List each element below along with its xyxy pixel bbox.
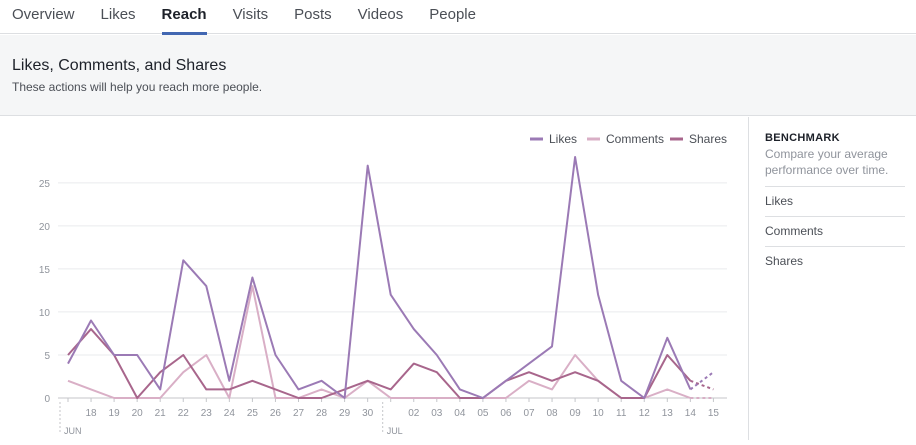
- x-tick-label: 08: [546, 408, 558, 419]
- month-label: JUL: [387, 426, 403, 436]
- legend-label-likes: Likes: [549, 132, 577, 146]
- x-tick-label: 22: [178, 408, 190, 419]
- x-tick-label: 11: [616, 408, 627, 419]
- tab-videos[interactable]: Videos: [357, 6, 404, 23]
- x-tick-label: 23: [201, 408, 213, 419]
- section-title: Likes, Comments, and Shares: [12, 57, 227, 74]
- x-tick-label: 30: [362, 408, 374, 419]
- y-tick-label: 20: [39, 222, 51, 233]
- y-tick-label: 25: [39, 179, 51, 190]
- legend-label-shares: Shares: [689, 132, 727, 146]
- tab-bar: Overview Likes Reach Visits Posts Videos Peopl…: [0, 0, 916, 35]
- x-tick-label: 24: [224, 408, 236, 419]
- x-tick-label: 06: [500, 408, 512, 419]
- x-tick-label: 28: [316, 408, 328, 419]
- month-label: JUN: [64, 426, 82, 436]
- tab-visits[interactable]: Visits: [232, 6, 269, 23]
- benchmark-panel: BENCHMARK Compare your average performan…: [748, 117, 916, 440]
- x-tick-label: 10: [593, 408, 605, 419]
- y-tick-label: 15: [39, 265, 51, 276]
- x-tick-label: 19: [109, 408, 121, 419]
- x-tick-label: 18: [85, 408, 97, 419]
- x-tick-label: 07: [523, 408, 535, 419]
- tab-likes[interactable]: Likes: [100, 6, 136, 23]
- x-tick-label: 04: [454, 408, 466, 419]
- section-subtitle: These actions will help you reach more p…: [12, 80, 263, 94]
- x-tick-label: 09: [570, 408, 582, 419]
- x-tick-label: 26: [270, 408, 282, 419]
- chart-container: 0 5 10 15 20 25 18 19 20 21 22 23 24 25 26 27 28 29 30 02 03…: [0, 117, 748, 440]
- tab-overview[interactable]: Overview: [12, 6, 75, 23]
- x-tick-label: 20: [132, 408, 144, 419]
- x-tick-label: 13: [662, 408, 674, 419]
- x-tick-label: 21: [155, 408, 167, 419]
- benchmark-title: BENCHMARK: [765, 132, 840, 144]
- benchmark-description: Compare your average performance over ti…: [765, 146, 905, 187]
- series-line-shares: [67, 328, 692, 399]
- series-line-comments: [67, 285, 691, 399]
- x-tick-label: 15: [708, 408, 720, 419]
- x-tick-label: 03: [431, 408, 443, 419]
- benchmark-item-shares[interactable]: Shares: [765, 254, 804, 268]
- x-tick-label: 14: [685, 408, 697, 419]
- series-line-likes: [67, 156, 692, 399]
- legend-label-comments: Comments: [606, 132, 664, 146]
- x-tick-label: 02: [408, 408, 420, 419]
- tab-posts[interactable]: Posts: [294, 6, 332, 23]
- x-tick-label: 27: [293, 408, 305, 419]
- y-tick-label: 5: [44, 351, 50, 362]
- y-tick-label: 10: [39, 308, 51, 319]
- series-line-partial-likes: [689, 371, 714, 391]
- y-tick-label: 0: [44, 394, 50, 405]
- series-line-partial-shares: [690, 379, 714, 391]
- x-tick-label: 12: [639, 408, 651, 419]
- x-tick-label: 25: [247, 408, 259, 419]
- benchmark-item-likes[interactable]: Likes: [765, 187, 905, 217]
- x-tick-label: 05: [477, 408, 489, 419]
- tab-people[interactable]: People: [429, 6, 476, 23]
- section-header: Likes, Comments, and Shares These action…: [0, 35, 916, 116]
- tab-reach[interactable]: Reach: [161, 0, 207, 35]
- benchmark-item-comments[interactable]: Comments: [765, 217, 905, 247]
- x-tick-label: 29: [339, 408, 351, 419]
